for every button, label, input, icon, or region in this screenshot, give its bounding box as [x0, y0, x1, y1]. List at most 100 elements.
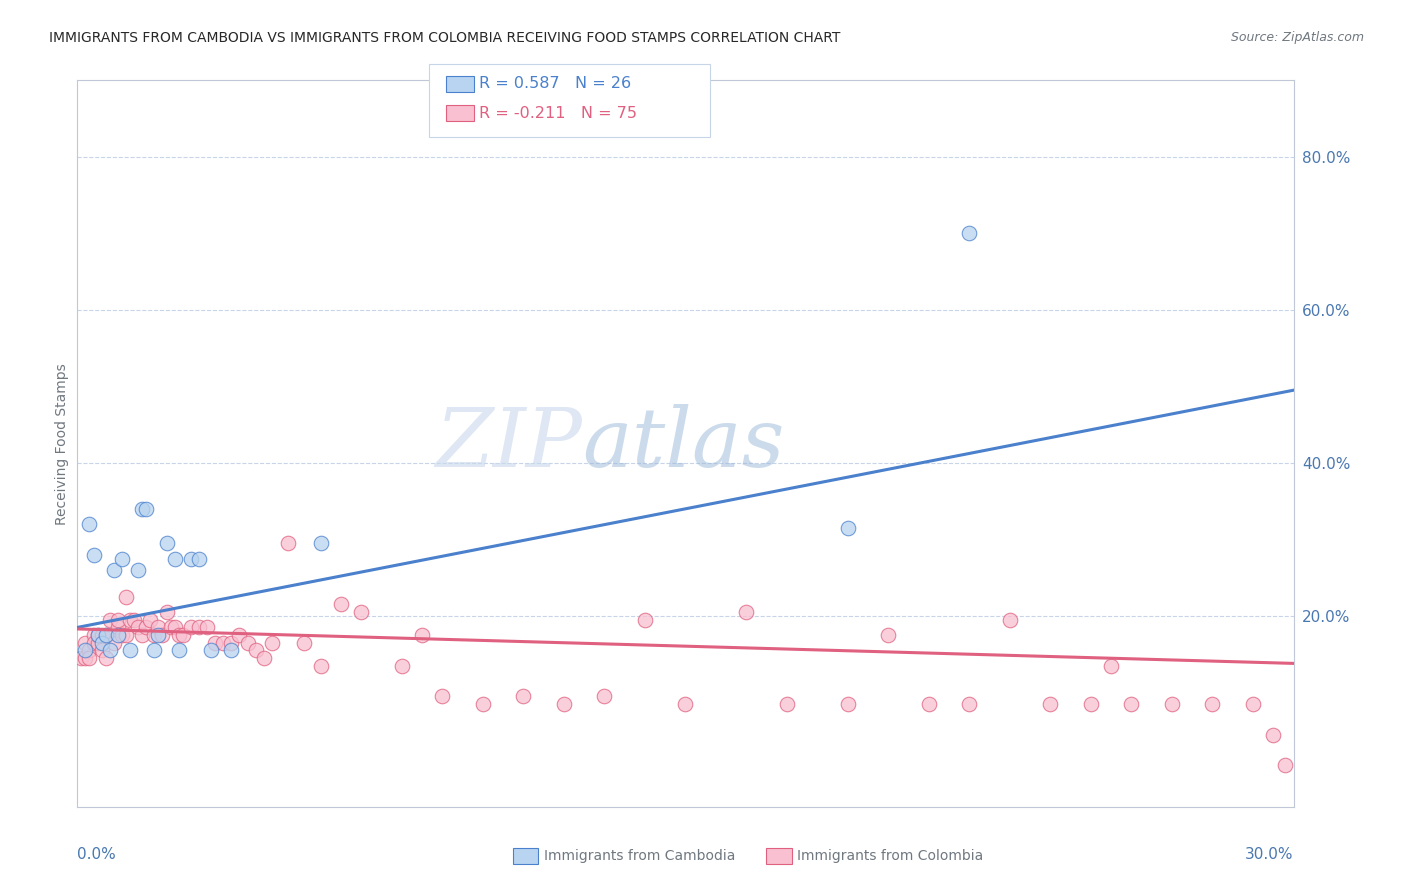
Point [139, 613, 162, 627]
Point [131, 501, 153, 516]
Point [79, 651, 101, 665]
Point [411, 628, 433, 642]
Point [675, 697, 697, 711]
Point [292, 636, 315, 650]
Point [159, 620, 181, 634]
Point [957, 227, 980, 241]
Point [83, 548, 105, 562]
Point [122, 613, 145, 627]
Point [212, 636, 235, 650]
Point [94, 651, 117, 665]
Text: Source: ZipAtlas.com: Source: ZipAtlas.com [1230, 31, 1364, 45]
Point [260, 636, 283, 650]
Point [512, 690, 534, 704]
Point [98, 643, 121, 657]
Point [329, 598, 352, 612]
Point [75, 651, 97, 665]
Point [180, 551, 202, 566]
Point [204, 636, 226, 650]
Point [75, 636, 97, 650]
Point [103, 636, 125, 650]
Point [1161, 697, 1184, 711]
Point [432, 690, 454, 704]
Point [776, 697, 799, 711]
Point [127, 620, 149, 634]
Point [75, 643, 97, 657]
Point [107, 613, 129, 627]
Point [148, 628, 170, 642]
Point [83, 628, 105, 642]
Point [471, 697, 494, 711]
Point [735, 605, 758, 619]
Point [1201, 697, 1223, 711]
Point [172, 628, 194, 642]
Point [200, 643, 222, 657]
Point [221, 636, 243, 650]
Point [195, 620, 218, 634]
Point [309, 536, 332, 550]
Point [107, 628, 129, 642]
Point [188, 551, 211, 566]
Point [79, 643, 101, 657]
Point [115, 590, 138, 604]
Point [1263, 728, 1285, 742]
Point [115, 628, 138, 642]
Point [90, 636, 112, 650]
Text: 30.0%: 30.0% [1246, 847, 1294, 863]
Point [148, 620, 170, 634]
Point [1039, 697, 1062, 711]
Point [152, 628, 174, 642]
Point [167, 643, 190, 657]
Point [86, 636, 108, 650]
Point [94, 628, 117, 642]
Point [228, 628, 250, 642]
Point [111, 551, 134, 566]
Point [957, 697, 980, 711]
Point [1080, 697, 1102, 711]
Point [70, 651, 93, 665]
Point [236, 636, 259, 650]
Point [918, 697, 941, 711]
Point [167, 628, 190, 642]
Point [1099, 658, 1122, 673]
Point [1274, 758, 1296, 772]
Point [188, 620, 211, 634]
Point [253, 651, 276, 665]
Point [86, 628, 108, 642]
Point [877, 628, 900, 642]
Point [86, 628, 108, 642]
Point [107, 620, 129, 634]
Text: R = -0.211   N = 75: R = -0.211 N = 75 [479, 106, 637, 120]
Point [155, 605, 177, 619]
Text: IMMIGRANTS FROM CAMBODIA VS IMMIGRANTS FROM COLOMBIA RECEIVING FOOD STAMPS CORRE: IMMIGRANTS FROM CAMBODIA VS IMMIGRANTS F… [49, 31, 841, 45]
Text: 0.0%: 0.0% [77, 847, 117, 863]
Point [163, 551, 186, 566]
Point [83, 636, 105, 650]
Point [127, 563, 149, 577]
Point [135, 501, 157, 516]
Point [131, 628, 153, 642]
Point [245, 643, 267, 657]
Point [79, 517, 101, 532]
Point [837, 521, 859, 535]
Point [837, 697, 859, 711]
Point [118, 613, 141, 627]
Point [90, 628, 112, 642]
Point [180, 620, 202, 634]
Point [309, 658, 332, 673]
Point [155, 536, 177, 550]
Point [163, 620, 186, 634]
Point [350, 605, 373, 619]
Point [98, 613, 121, 627]
Point [1121, 697, 1143, 711]
Point [553, 697, 575, 711]
Point [143, 628, 166, 642]
Point [593, 690, 616, 704]
Point [391, 658, 413, 673]
Point [118, 643, 141, 657]
Point [135, 620, 157, 634]
Point [143, 643, 166, 657]
Point [90, 643, 112, 657]
Point [94, 628, 117, 642]
Y-axis label: Receiving Food Stamps: Receiving Food Stamps [55, 363, 69, 524]
